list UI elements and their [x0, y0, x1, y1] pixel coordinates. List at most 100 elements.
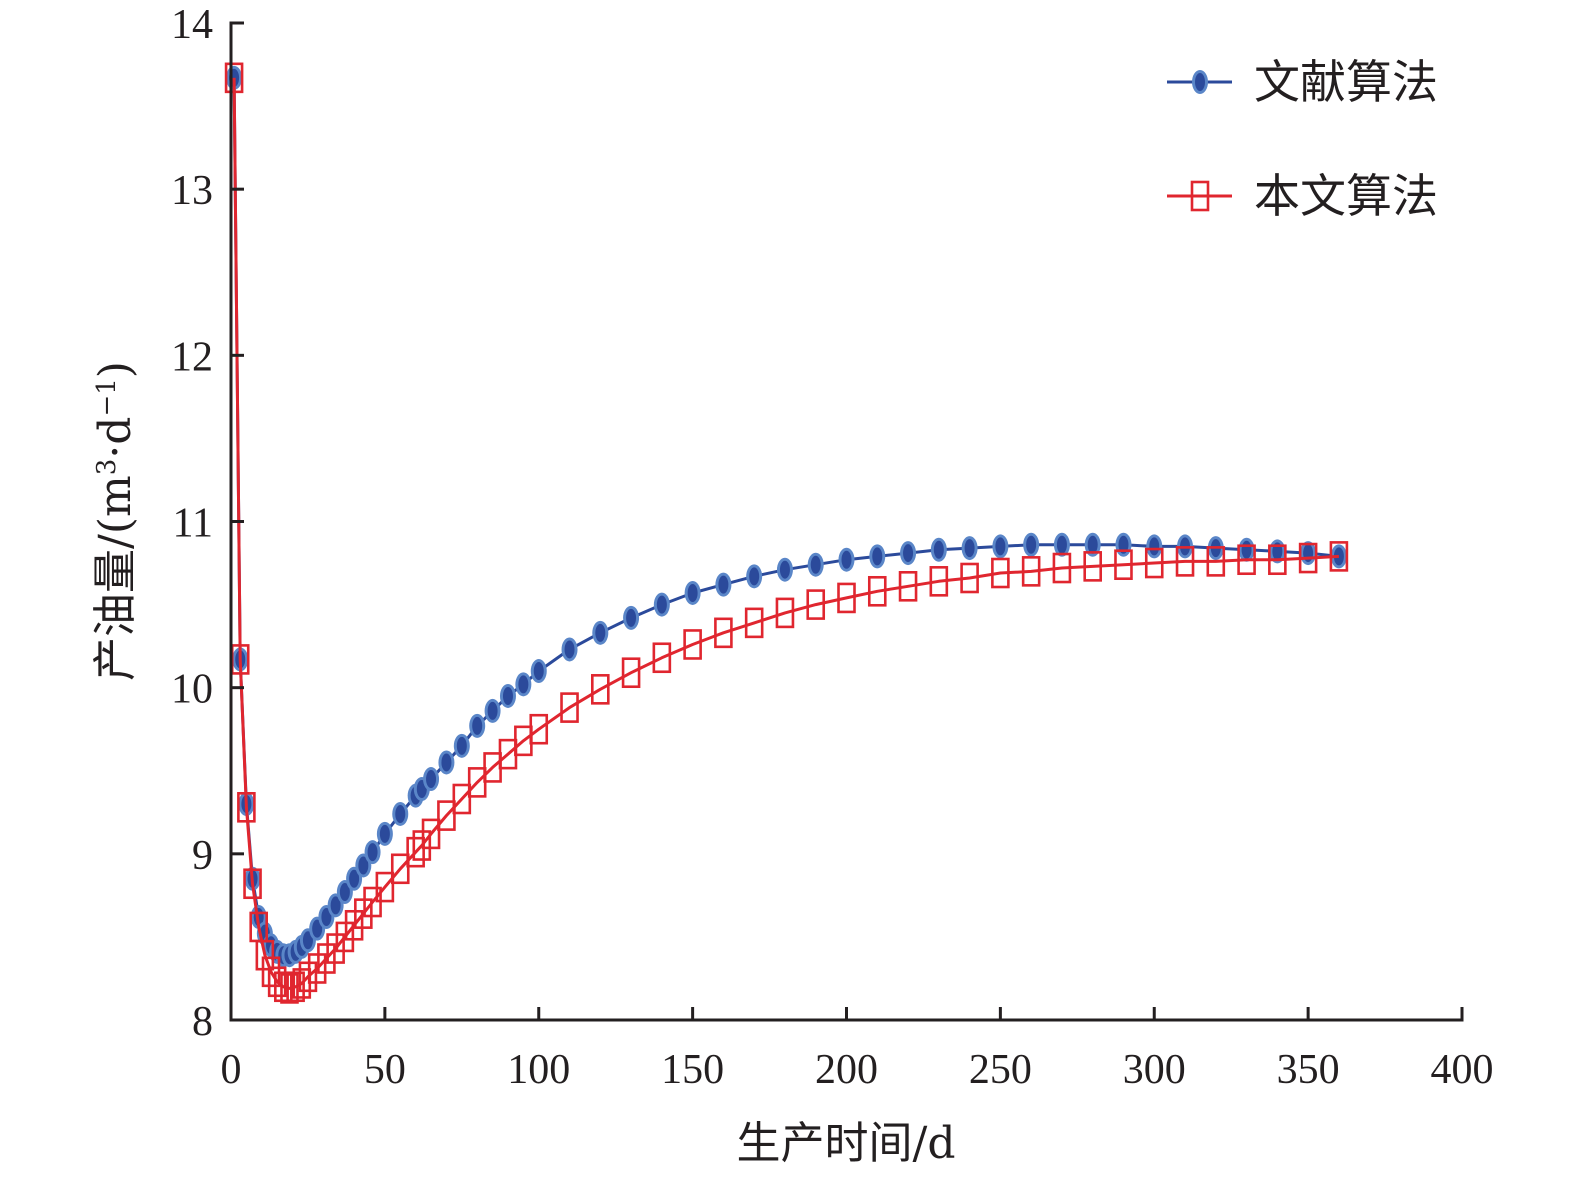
data-point-core	[395, 804, 406, 823]
series-line	[232, 77, 1339, 990]
data-point	[775, 597, 795, 629]
y-tick-label: 10	[171, 667, 213, 713]
data-point-core	[518, 675, 529, 694]
data-point	[237, 792, 256, 823]
y-axis-title-mid: ·d	[90, 417, 141, 459]
x-tick-label: 0	[221, 1047, 242, 1093]
data-point	[452, 783, 472, 815]
data-point	[1329, 541, 1349, 572]
data-point	[421, 818, 441, 850]
y-tick-label: 11	[173, 501, 213, 547]
data-point-core	[841, 550, 852, 569]
x-tick-label: 150	[661, 1047, 724, 1093]
data-point-core	[358, 856, 369, 875]
data-point-core	[1087, 535, 1098, 554]
data-point-core	[810, 555, 821, 574]
data-point-core	[564, 640, 575, 659]
data-point	[267, 966, 287, 998]
y-axis-title-sup1: 3	[92, 459, 122, 476]
x-tick-label: 50	[364, 1047, 406, 1093]
data-point	[1237, 544, 1256, 576]
data-point	[837, 582, 856, 614]
x-tick-label: 400	[1431, 1047, 1494, 1093]
data-point-core	[779, 560, 790, 579]
data-point	[991, 557, 1010, 589]
data-point-core	[1118, 535, 1129, 554]
data-point	[280, 973, 299, 1004]
data-point	[683, 629, 702, 660]
data-point	[1206, 546, 1226, 577]
x-tick-label: 250	[969, 1047, 1032, 1093]
y-axis-title: 产油量/(m3·d−1)	[90, 361, 141, 681]
data-point-core	[349, 869, 360, 888]
data-point	[714, 617, 733, 649]
data-point-core	[312, 919, 323, 938]
legend-item: 文献算法	[1167, 55, 1438, 109]
data-point	[437, 800, 456, 831]
data-point-core	[339, 883, 350, 902]
data-point-core	[330, 896, 341, 915]
x-axis-title: 生产时间/d	[737, 1118, 956, 1169]
data-point	[1021, 556, 1041, 587]
data-point	[243, 868, 262, 900]
data-point-core	[1056, 535, 1067, 554]
data-point	[898, 571, 918, 602]
data-point-core	[995, 537, 1006, 556]
legend-item: 本文算法	[1167, 169, 1438, 223]
data-point	[1083, 551, 1102, 582]
series-1	[224, 62, 1349, 1004]
data-point-core	[626, 608, 637, 627]
data-point	[1144, 547, 1164, 579]
data-point-core	[595, 623, 606, 642]
data-point-core	[302, 931, 313, 950]
data-point-core	[964, 539, 975, 558]
data-point-core	[687, 583, 698, 602]
data-point	[744, 607, 764, 639]
y-axis-title-main: 产油量/(m	[90, 475, 141, 681]
data-point	[1268, 544, 1287, 576]
legend-label: 本文算法	[1254, 169, 1438, 223]
axes: 0 50 100 150 200 250 300 350 400 8 9 10 11 12 13 14	[171, 2, 1494, 1093]
data-point	[1114, 549, 1133, 581]
plot-series	[224, 62, 1349, 1004]
x-tick-label: 300	[1123, 1047, 1186, 1093]
legend-marker-core	[1195, 73, 1205, 91]
data-point	[529, 713, 549, 745]
series-0	[226, 65, 1347, 968]
data-point	[1052, 552, 1072, 584]
data-point	[960, 562, 979, 594]
data-point	[806, 589, 826, 620]
data-point	[390, 853, 410, 885]
y-tick-label: 14	[171, 2, 213, 48]
x-tick-label: 200	[815, 1047, 878, 1093]
data-point-core	[1333, 547, 1344, 566]
data-point	[224, 62, 244, 94]
x-ticks: 0 50 100 150 200 250 300 350 400	[221, 1007, 1494, 1093]
data-point-core	[472, 716, 483, 735]
data-point	[375, 871, 395, 903]
data-point	[560, 692, 579, 723]
y-axis-title-end: )	[90, 361, 141, 378]
data-point-core	[502, 686, 513, 705]
data-point-core	[321, 907, 332, 926]
data-point	[621, 657, 641, 689]
data-point-core	[456, 736, 467, 755]
data-point-core	[872, 547, 883, 566]
y-tick-label: 9	[192, 833, 213, 879]
data-point	[652, 642, 672, 674]
data-point-core	[441, 753, 452, 772]
data-point	[590, 674, 610, 705]
data-point-core	[903, 544, 914, 563]
data-point	[286, 971, 305, 1003]
data-point	[1298, 542, 1318, 574]
data-point-core	[1241, 540, 1252, 559]
data-point-core	[379, 824, 390, 843]
data-point-core	[533, 662, 544, 681]
data-point-core	[1026, 535, 1037, 554]
data-point	[1175, 546, 1195, 577]
data-point-core	[656, 595, 667, 614]
data-point-core	[718, 575, 729, 594]
data-point	[867, 575, 887, 607]
